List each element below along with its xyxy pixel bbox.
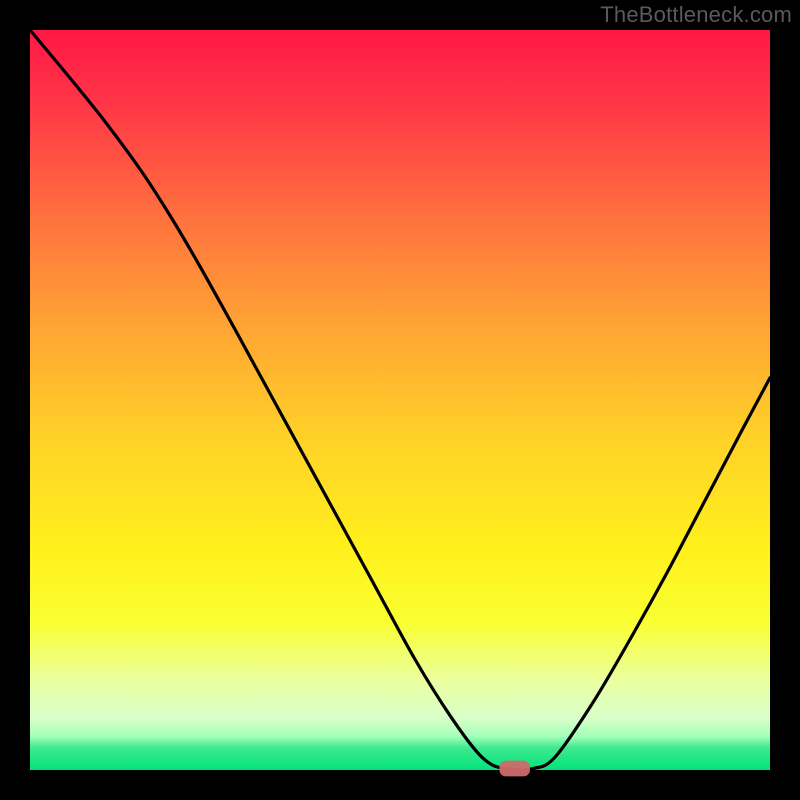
optimum-marker xyxy=(500,761,530,776)
chart-container: TheBottleneck.com xyxy=(0,0,800,800)
watermark-label: TheBottleneck.com xyxy=(600,2,792,28)
bottleneck-chart xyxy=(0,0,800,800)
chart-background xyxy=(30,30,770,770)
